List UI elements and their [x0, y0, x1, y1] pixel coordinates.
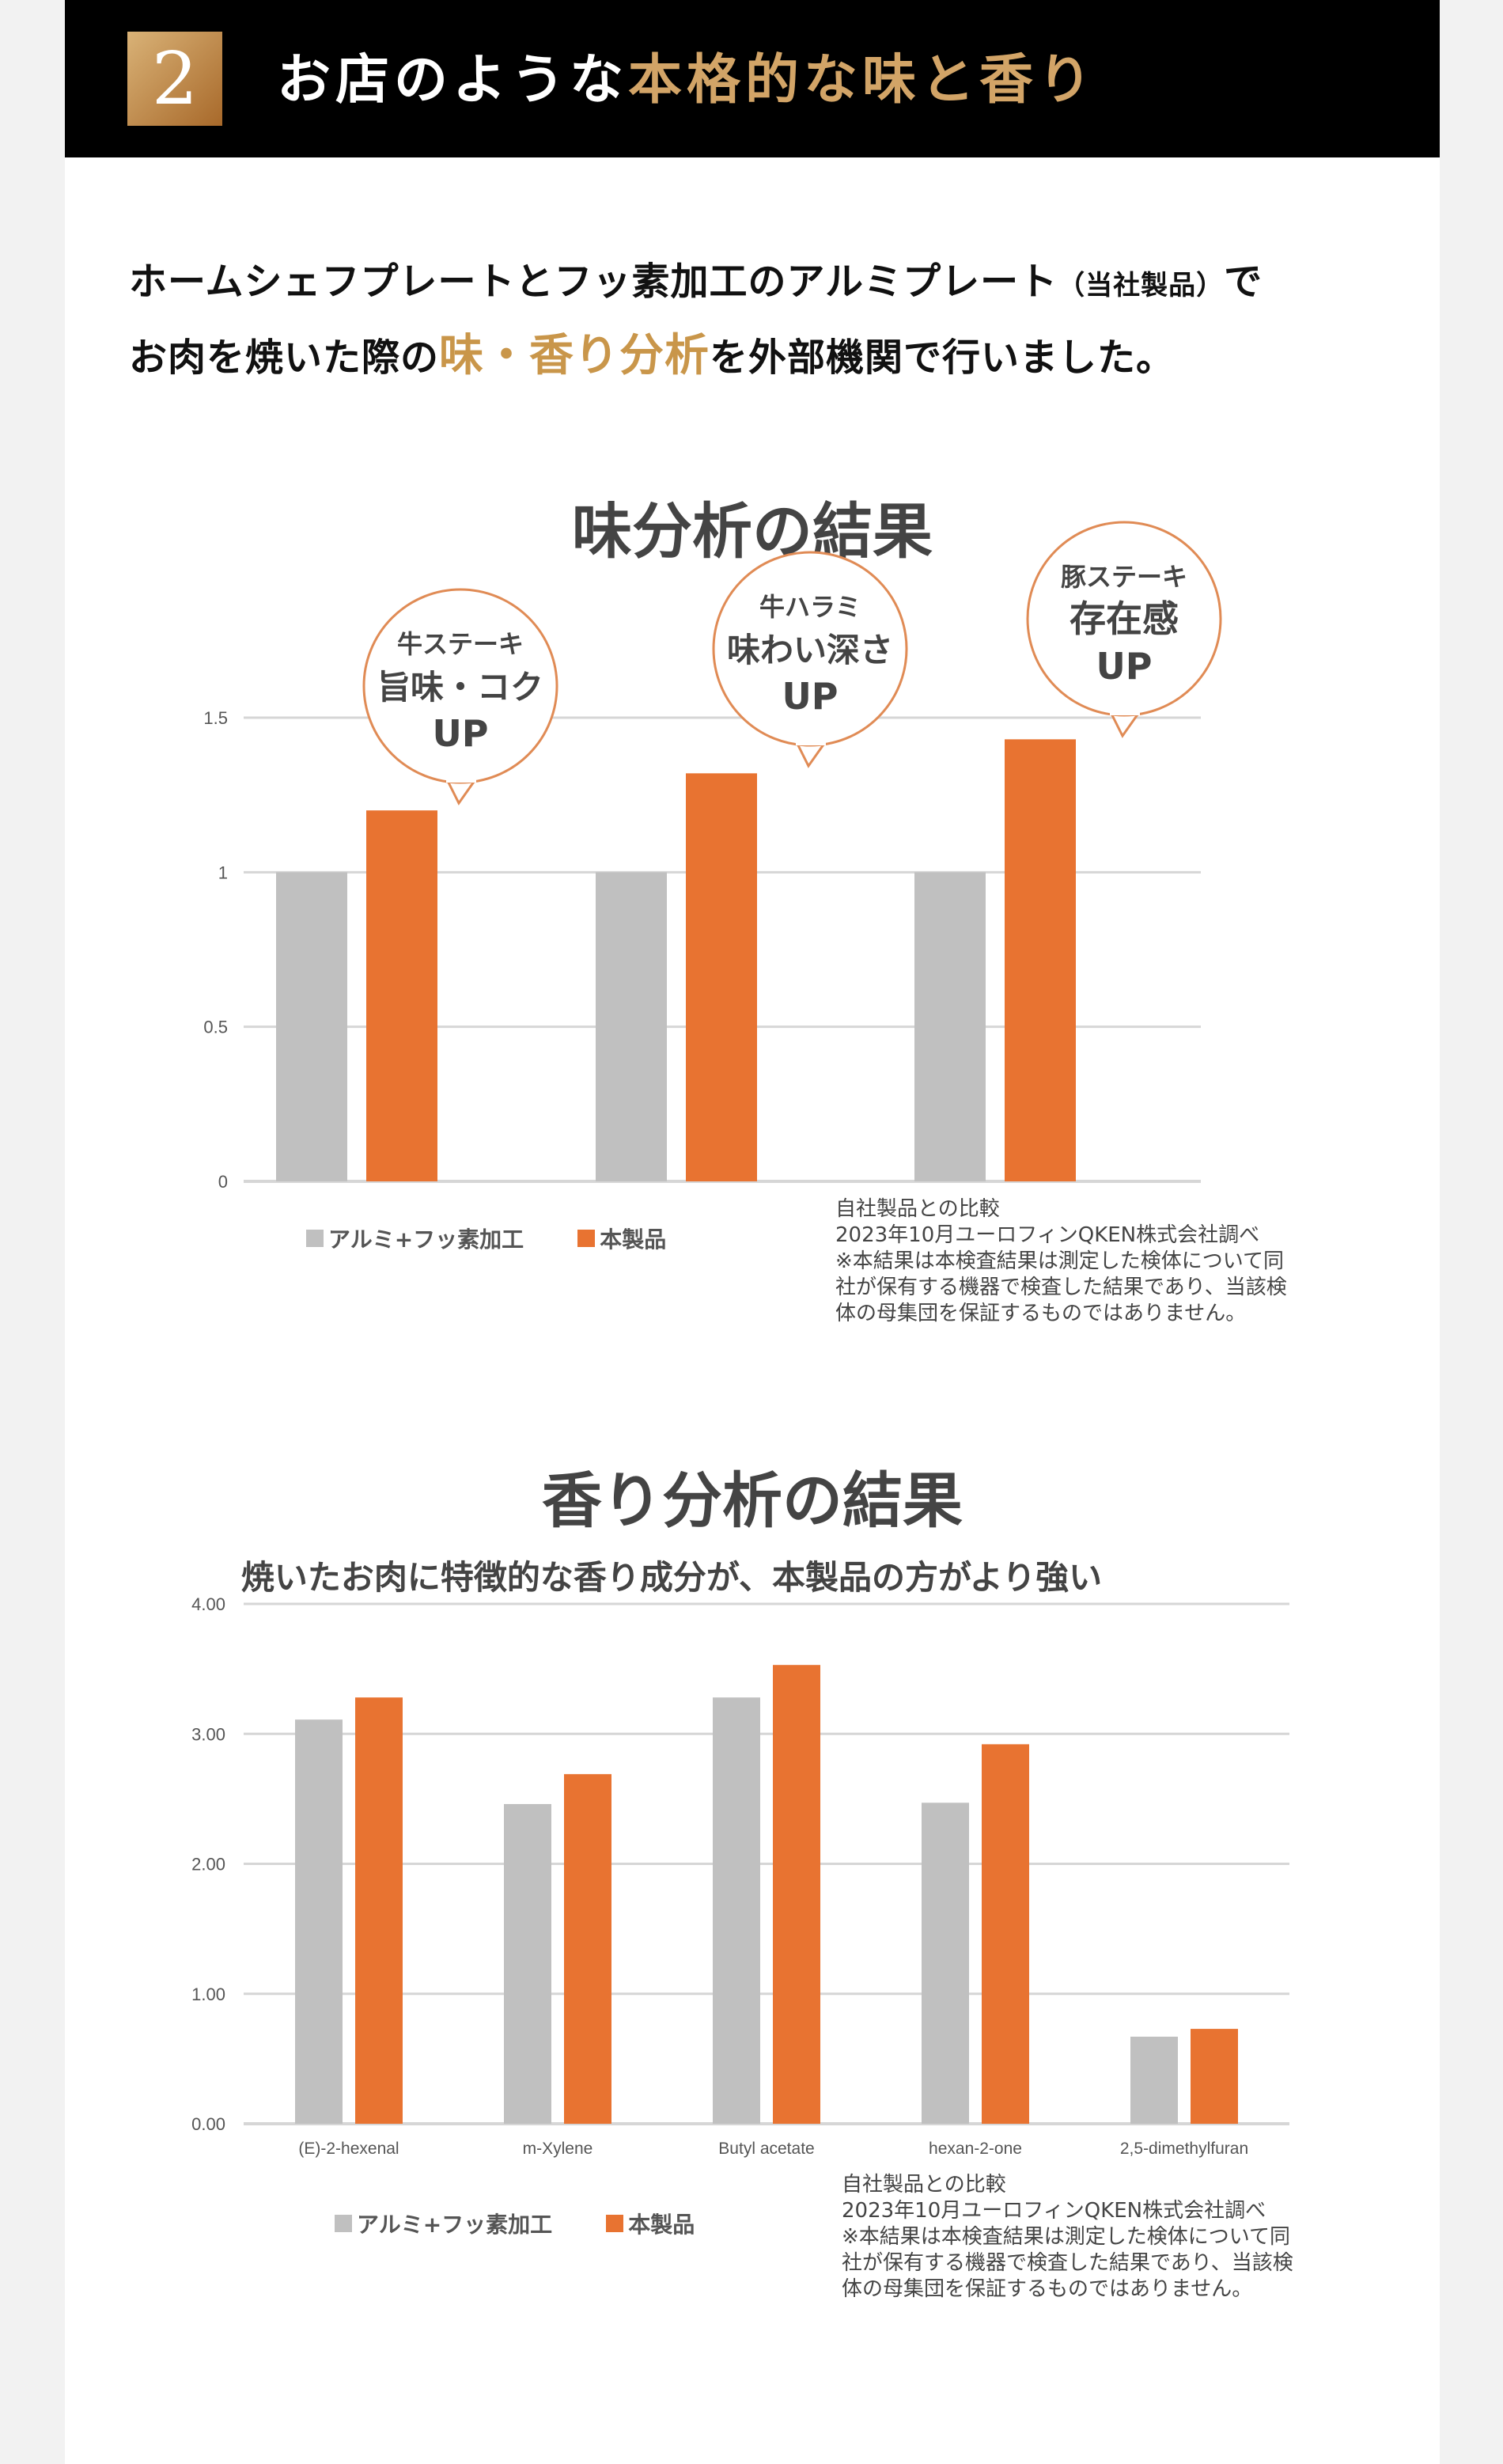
- note-line: 自社製品との比較: [835, 1197, 1000, 1221]
- intro-text: ホームシェフプレートとフッ素加工のアルミプレート: [129, 260, 1058, 304]
- legend-swatch-gray: [335, 2215, 352, 2232]
- legend-swatch-orange: [606, 2215, 624, 2232]
- section-title: お店のような本格的な味と香り: [277, 41, 1096, 120]
- bar-orange: [355, 1697, 403, 2124]
- legend-swatch-gray: [306, 1230, 324, 1247]
- bubble-up-text: UP: [432, 712, 488, 755]
- aroma-footnote: 自社製品との比較 2023年10月ユーロフィンQKEN株式会社調べ ※本結果は本…: [842, 2172, 1293, 2303]
- intro-line-1: ホームシェフプレートとフッ素加工のアルミプレート（当社製品）で: [129, 250, 1263, 305]
- taste-chart-title: 味分析の結果: [572, 496, 933, 567]
- legend-label: アルミ+フッ素加工: [328, 1226, 524, 1253]
- bubble-main-text: 味わい深さ: [727, 631, 893, 669]
- x-tick-label: 2,5-dimethylfuran: [1120, 2140, 1248, 2158]
- intro-text: で: [1224, 260, 1263, 304]
- bubble-up-text: UP: [782, 675, 838, 718]
- bar-gray: [713, 1697, 760, 2124]
- title-white: お店のような: [277, 49, 629, 112]
- intro-small: （当社製品）: [1058, 270, 1225, 301]
- legend-swatch-orange: [577, 1230, 596, 1247]
- bubble-top-text: 牛ハラミ: [759, 592, 861, 622]
- bar-orange: [773, 1665, 820, 2124]
- bar-orange: [686, 773, 757, 1181]
- bar-gray: [914, 872, 986, 1181]
- bar-gray: [922, 1803, 969, 2124]
- y-tick-label: 1: [218, 862, 228, 882]
- x-tick-label: m-Xylene: [523, 2140, 593, 2158]
- section-number-badge: 2: [127, 32, 222, 126]
- bar-orange: [564, 1774, 611, 2124]
- intro-text: お肉を焼いた際の: [129, 335, 440, 380]
- note-line: 社が保有する機器で検査した結果であり、当該検: [842, 2251, 1293, 2275]
- x-tick-label: hexan-2-one: [929, 2140, 1022, 2158]
- bar-orange: [1191, 2029, 1238, 2124]
- note-line: 社が保有する機器で検査した結果であり、当該検: [835, 1276, 1287, 1299]
- y-tick-label: 1.00: [191, 1984, 225, 2004]
- bar-orange: [1005, 739, 1076, 1181]
- legend-label: アルミ+フッ素加工: [357, 2212, 553, 2238]
- section-header: [65, 0, 1440, 157]
- y-tick-label: 2.00: [191, 1855, 225, 1875]
- note-line: 体の母集団を保証するものではありません。: [835, 1302, 1247, 1325]
- note-line: ※本結果は本検査結果は測定した検体について同: [835, 1249, 1285, 1273]
- x-tick-label: Butyl acetate: [718, 2140, 814, 2158]
- bar-gray: [276, 872, 347, 1181]
- y-tick-label: 0.00: [191, 2114, 225, 2134]
- bubble-top-text: 牛ステーキ: [397, 629, 524, 659]
- bubble-up-text: UP: [1096, 645, 1152, 688]
- note-line: 2023年10月ユーロフィンQKEN株式会社調べ: [835, 1223, 1260, 1247]
- aroma-legend: アルミ+フッ素加工 本製品: [335, 2208, 695, 2239]
- note-line: ※本結果は本検査結果は測定した検体について同: [842, 2225, 1291, 2249]
- bar-gray: [1130, 2036, 1178, 2124]
- y-tick-label: 0.5: [203, 1018, 228, 1037]
- x-tick-label: (E)-2-hexenal: [298, 2140, 399, 2158]
- bar-gray: [295, 1719, 343, 2124]
- aroma-chart-title: 香り分析の結果: [542, 1465, 963, 1536]
- bubble-main-text: 旨味・コク: [377, 668, 543, 707]
- title-gold: 本格的な味と香り: [628, 49, 1097, 112]
- bubble-tail-mask: [796, 737, 826, 745]
- legend-label: 本製品: [628, 2212, 695, 2238]
- bar-gray: [596, 872, 667, 1181]
- taste-legend: アルミ+フッ素加工 本製品: [306, 1223, 666, 1254]
- taste-footnote: 自社製品との比較 2023年10月ユーロフィンQKEN株式会社調べ ※本結果は本…: [835, 1196, 1287, 1327]
- bubble-tail-mask: [1110, 707, 1140, 715]
- y-tick-label: 1.5: [203, 708, 228, 728]
- y-tick-label: 4.00: [191, 1594, 225, 1614]
- note-line: 2023年10月ユーロフィンQKEN株式会社調べ: [842, 2199, 1266, 2223]
- intro-line-2: お肉を焼いた際の味・香り分析を外部機関で行いました。: [129, 320, 1175, 384]
- bar-orange: [366, 810, 437, 1181]
- y-tick-label: 0: [218, 1172, 228, 1192]
- aroma-chart-subtitle: 焼いたお肉に特徴的な香り成分が、本製品の方がより強い: [240, 1558, 1103, 1597]
- bubble-tail-mask: [446, 775, 476, 783]
- legend-label: 本製品: [600, 1226, 667, 1253]
- note-line: 体の母集団を保証するものではありません。: [842, 2277, 1253, 2301]
- bar-orange: [982, 1744, 1029, 2124]
- bubble-top-text: 豚ステーキ: [1061, 562, 1187, 592]
- note-line: 自社製品との比較: [842, 2173, 1006, 2197]
- intro-text: を外部機関で行いました。: [710, 335, 1176, 380]
- bubble-main-text: 存在感: [1070, 597, 1179, 640]
- bar-gray: [504, 1803, 551, 2124]
- y-tick-label: 3.00: [191, 1724, 225, 1744]
- intro-highlight: 味・香り分析: [439, 330, 710, 381]
